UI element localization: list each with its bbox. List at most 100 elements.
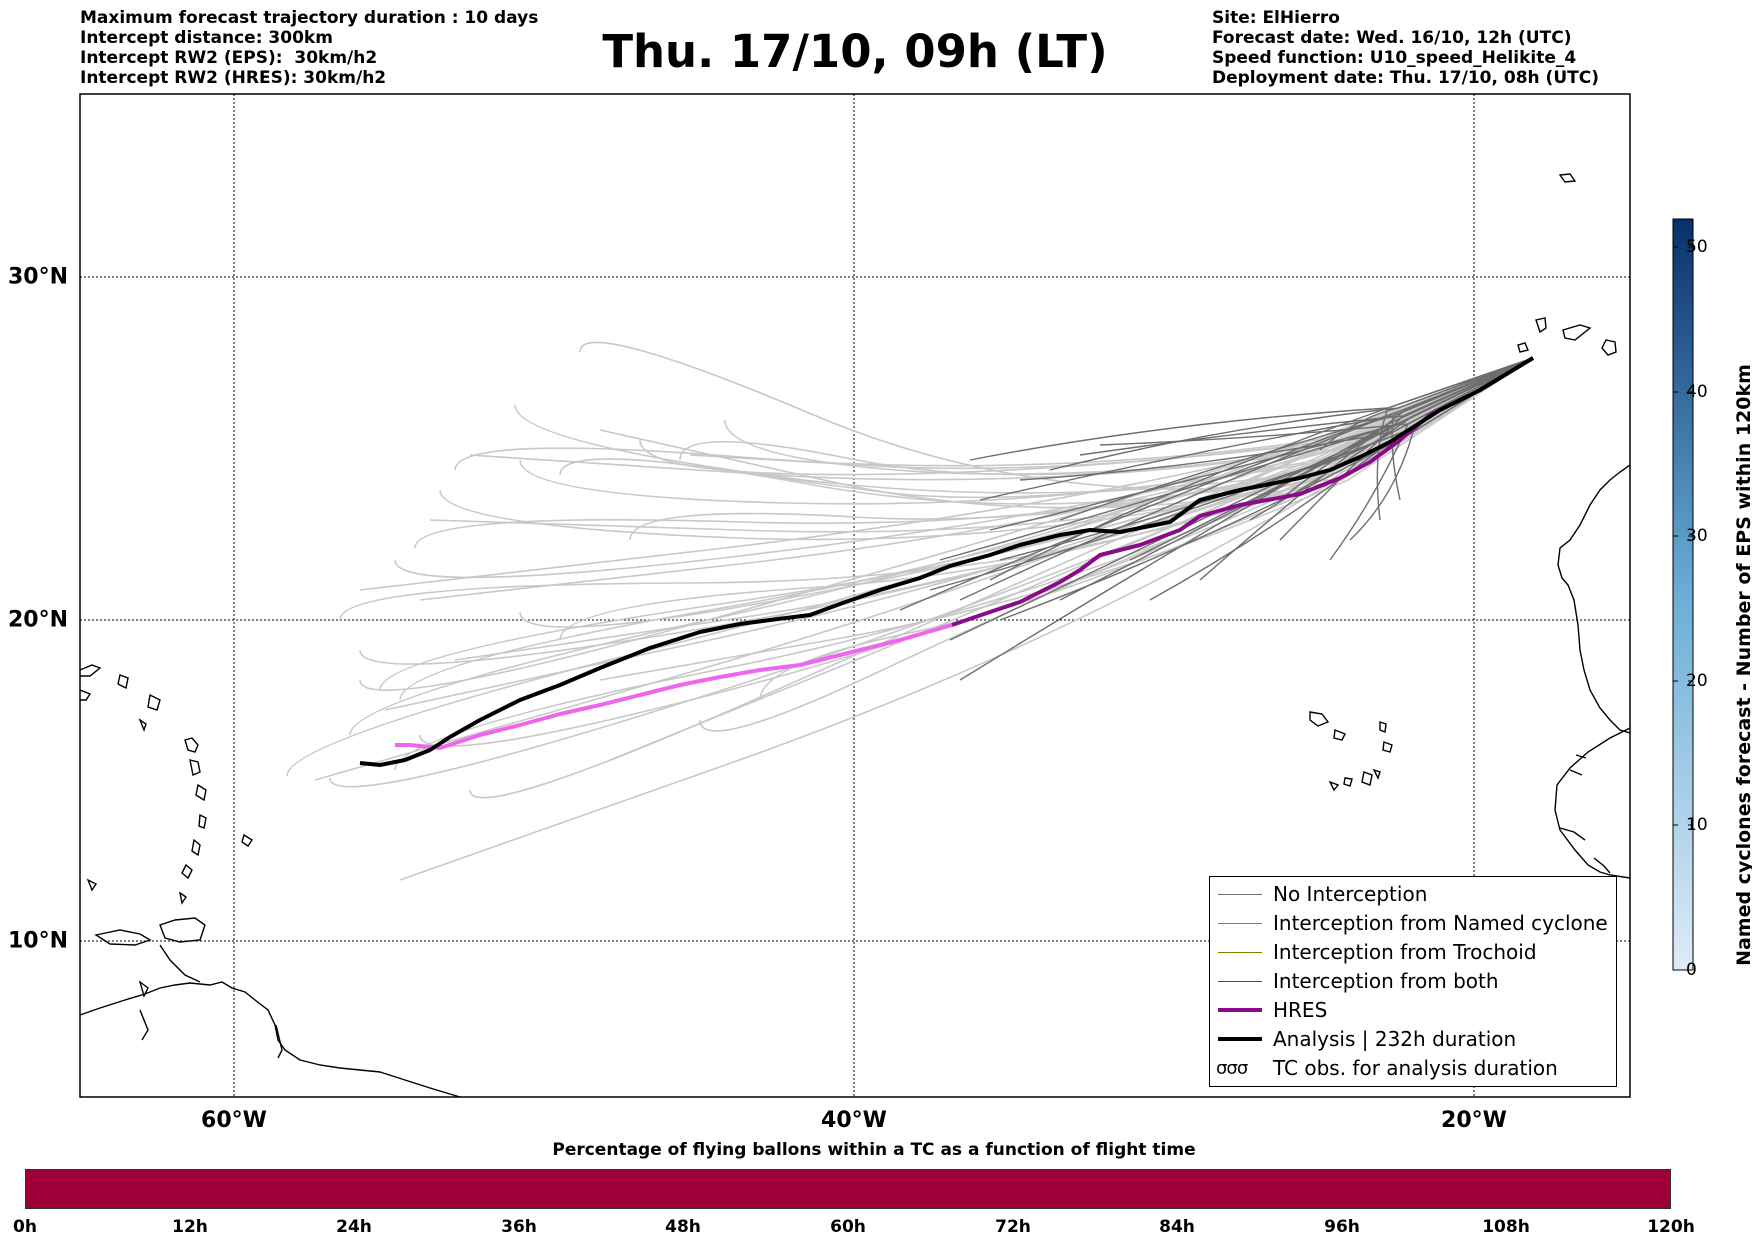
hres-track	[951, 356, 1535, 627]
ensemble-track	[559, 357, 1534, 505]
legend-label: Interception from Named cyclone	[1273, 911, 1608, 935]
header-left-line: Intercept distance: 300km	[80, 28, 333, 48]
ensemble-track	[999, 357, 1534, 621]
flight-bar-title: Percentage of flying ballons within a TC…	[552, 1140, 1196, 1160]
legend-item: σσσ TC obs. for analysis duration	[1210, 1054, 1616, 1083]
legend-swatch-analysis	[1218, 1037, 1262, 1041]
tc-symbol-icon: σσσ	[1216, 1058, 1248, 1079]
flight-bar-tick: 60h	[830, 1217, 866, 1237]
ensemble-track	[1049, 357, 1534, 471]
legend-label: No Interception	[1273, 882, 1428, 906]
header-right-line: Deployment date: Thu. 17/10, 08h (UTC)	[1212, 68, 1599, 88]
legend-label: HRES	[1273, 998, 1328, 1022]
legend-swatch-hres	[1218, 1008, 1262, 1012]
lat-label-20n: 20°N	[8, 607, 69, 633]
flight-bar-tick: 36h	[501, 1217, 537, 1237]
ensemble-track	[689, 357, 1534, 470]
lon-label-40w: 40°W	[821, 1108, 887, 1133]
legend-label: TC obs. for analysis duration	[1273, 1056, 1558, 1080]
flight-bar-tick: 84h	[1159, 1217, 1195, 1237]
ensemble-track	[1349, 357, 1534, 541]
ensemble-track	[414, 357, 1534, 549]
legend-item: HRES	[1210, 996, 1616, 1025]
legend-item: Interception from both	[1210, 967, 1616, 996]
ensemble-track	[949, 357, 1534, 641]
ensemble-track	[519, 357, 1534, 505]
ensemble-track	[1376, 357, 1534, 521]
flight-bar-tick: 0h	[13, 1217, 37, 1237]
ensemble-track	[399, 357, 1534, 701]
ensemble-track	[699, 357, 1534, 732]
header-left-line: Intercept RW2 (EPS): 30km/h2	[80, 48, 378, 68]
ensemble-track	[959, 357, 1534, 601]
legend-label: Interception from both	[1273, 969, 1499, 993]
ensemble-track	[579, 341, 1534, 490]
coastlines	[80, 173, 1630, 1097]
map-legend: No Interception Interception from Named …	[1209, 876, 1617, 1087]
flight-bar-tick: 120h	[1647, 1217, 1695, 1237]
colorbar-tick: 0	[1686, 960, 1697, 980]
lon-label-20w: 20°W	[1441, 1108, 1507, 1133]
ensemble-track	[899, 357, 1534, 611]
ensemble-track	[1279, 357, 1534, 541]
analysis-track	[359, 356, 1535, 767]
legend-label: Analysis | 232h duration	[1273, 1027, 1517, 1051]
ensemble-track	[599, 357, 1534, 681]
legend-item: No Interception	[1210, 880, 1616, 909]
eps-colorbar	[1672, 218, 1694, 971]
flight-percentage-bar	[25, 1169, 1671, 1209]
lat-label-10n: 10°N	[8, 928, 69, 954]
legend-item: Analysis | 232h duration	[1210, 1025, 1616, 1054]
colorbar-label: Named cyclones forecast - Number of EPS …	[1733, 364, 1752, 966]
colorbar-tick: 50	[1686, 237, 1708, 257]
lat-label-30n: 30°N	[8, 264, 69, 290]
legend-item: Interception from Named cyclone	[1210, 909, 1616, 938]
ensemble-track	[724, 357, 1534, 475]
flight-bar-tick: 48h	[665, 1217, 701, 1237]
ensemble-track	[979, 357, 1534, 501]
ensemble-track	[629, 357, 1534, 541]
ensemble-track	[359, 357, 1534, 665]
ensemble-track	[1079, 357, 1534, 456]
header-left-info: Maximum forecast trajectory duration : 1…	[80, 8, 538, 88]
ensemble-track	[359, 357, 1534, 591]
ensemble-track	[399, 357, 1534, 881]
header-right-line: Forecast date: Wed. 16/10, 12h (UTC)	[1212, 28, 1572, 48]
colorbar-tick: 20	[1686, 671, 1708, 691]
flight-bar-tick: 108h	[1482, 1217, 1530, 1237]
colorbar-tick: 40	[1686, 382, 1708, 402]
page-title: Thu. 17/10, 09h (LT)	[602, 25, 1108, 78]
flight-bar-tick: 12h	[172, 1217, 208, 1237]
legend-swatch-trochoid	[1218, 952, 1262, 953]
colorbar-tick: 10	[1686, 815, 1708, 835]
legend-item: Interception from Trochoid	[1210, 938, 1616, 967]
ensemble-track	[1319, 357, 1534, 451]
header-left-line: Intercept RW2 (HRES): 30km/h2	[80, 68, 387, 88]
header-right-line: Site: ElHierro	[1212, 8, 1340, 28]
legend-swatch-named-cyclone	[1218, 923, 1262, 924]
header-right-info: Site: ElHierro Forecast date: Wed. 16/10…	[1212, 8, 1599, 88]
flight-bar-tick: 24h	[336, 1217, 372, 1237]
ensemble-track	[939, 357, 1534, 561]
map-frame	[79, 93, 1631, 1098]
ensemble-track	[286, 357, 1534, 777]
ensemble-track	[989, 357, 1534, 531]
legend-label: Interception from Trochoid	[1273, 940, 1537, 964]
main-trajectories	[359, 356, 1535, 767]
legend-swatch-both	[1218, 981, 1262, 982]
ensemble-track	[969, 357, 1534, 461]
ensemble-track	[989, 357, 1534, 581]
ensemble-track	[349, 357, 1534, 736]
colorbar-tick: 30	[1686, 526, 1708, 546]
ensemble-track	[1019, 357, 1534, 481]
lon-label-60w: 60°W	[201, 1108, 267, 1133]
header-left-line: Maximum forecast trajectory duration : 1…	[80, 8, 539, 28]
header-right-line: Speed function: U10_speed_Helikite_4	[1212, 48, 1577, 68]
hres-track-extension	[395, 623, 953, 750]
flight-bar-tick: 96h	[1324, 1217, 1360, 1237]
flight-bar-tick: 72h	[995, 1217, 1031, 1237]
ensemble-track	[1391, 357, 1534, 501]
ensemble-track	[419, 357, 1534, 601]
ensemble-track	[469, 357, 1534, 481]
